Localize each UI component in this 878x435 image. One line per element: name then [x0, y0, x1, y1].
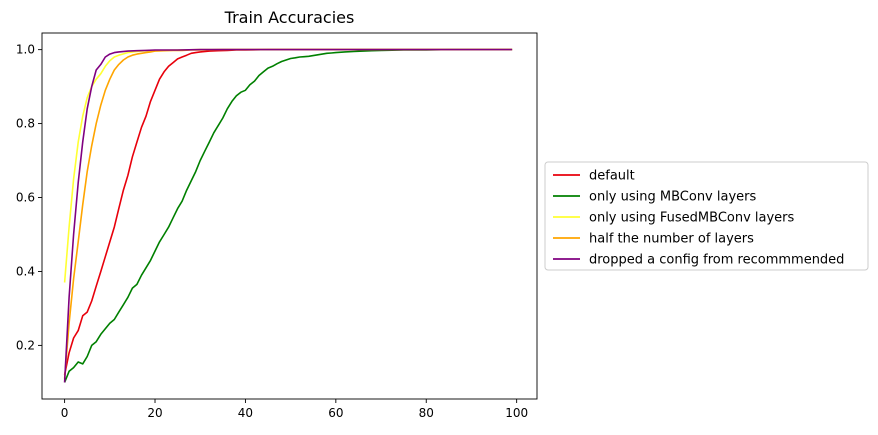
plot-area [42, 33, 537, 399]
legend-label-0: default [589, 169, 635, 184]
x-tick-label: 100 [505, 406, 528, 420]
x-tick-label: 60 [328, 406, 343, 420]
legend-label-4: dropped a config from recommmended [589, 253, 844, 268]
y-tick-label: 0.4 [16, 264, 35, 278]
y-tick-label: 1.0 [16, 43, 35, 57]
x-tick-label: 20 [147, 406, 162, 420]
series-line-1 [63, 48, 513, 383]
y-tick-label: 0.8 [16, 117, 35, 131]
legend-frame [544, 161, 869, 271]
series-line-4 [63, 48, 513, 383]
y-tick-label: 0.2 [16, 338, 35, 352]
legend-label-2: only using FusedMBConv layers [589, 211, 795, 226]
x-tick-label: 80 [419, 406, 434, 420]
x-tick-label: 0 [61, 406, 69, 420]
legend-label-1: only using MBConv layers [589, 190, 756, 205]
y-tick-label: 0.6 [16, 191, 35, 205]
axes-frame [41, 32, 538, 400]
x-tick-label: 40 [238, 406, 253, 420]
axes-layer: 0 20 40 60 80 100 0.2 0.4 0.6 0.8 1.0 [16, 32, 538, 420]
legend-label-3: half the number of layers [589, 232, 754, 247]
series-layer [63, 48, 513, 383]
legend: default only using MBConv layers only usin… [544, 161, 869, 271]
chart-title: Train Accuracies [224, 8, 355, 27]
